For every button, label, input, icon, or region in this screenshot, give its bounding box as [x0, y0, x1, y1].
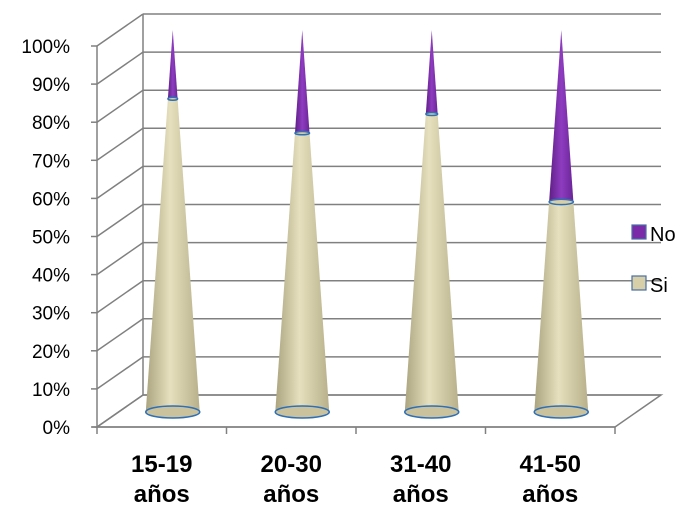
segment-boundary [167, 96, 179, 102]
y-tick-label: 30% [32, 304, 70, 325]
y-tick-label: 100% [21, 37, 70, 58]
y-tick-label: 0% [43, 418, 71, 439]
segment-boundary [548, 198, 575, 206]
x-tick-label: 20-30 [261, 451, 322, 478]
gridline-side [96, 13, 144, 47]
cone-segment-si [145, 98, 200, 412]
y-tick-label: 70% [32, 151, 70, 172]
legend: No Si [631, 224, 676, 297]
gridline-side [96, 127, 144, 161]
x-tick-label: 41-50 [520, 451, 581, 478]
gridline-side [96, 356, 144, 390]
gridline-side [96, 280, 144, 314]
y-tick-label: 50% [32, 228, 70, 249]
gridline-side [96, 241, 144, 276]
gridline-side [96, 394, 144, 428]
cone-base-si [274, 405, 330, 419]
cone-segment-no [549, 30, 574, 202]
x-tick-label: 31-40 [390, 451, 451, 478]
y-tick-label: 10% [32, 380, 70, 401]
x-tick-label: 15-19 [131, 451, 192, 478]
cone-series [145, 30, 589, 419]
segment-boundary [425, 111, 439, 117]
x-tick-label: años [134, 481, 190, 508]
cone-segment-no [294, 30, 310, 134]
legend-label-no: No [650, 224, 676, 246]
cone-segment-no [167, 30, 178, 99]
segment-boundary [294, 130, 311, 136]
cone-41-50-años [533, 30, 589, 419]
gridline-side [96, 51, 144, 85]
x-tick-label: años [393, 481, 449, 508]
legend-swatch-no [631, 224, 647, 240]
y-axis-tick-labels: 0% 10% 20% 30% 40% 50% 60% 70% 80% 90% 100% [21, 37, 97, 439]
cone-base-si [404, 405, 460, 419]
y-tick-label: 20% [32, 342, 70, 363]
cone-segment-no [425, 30, 438, 115]
gridline-side [96, 165, 144, 200]
cone-31-40-años [404, 30, 460, 419]
x-tick-label: años [522, 481, 578, 508]
y-tick-label: 90% [32, 75, 70, 96]
y-tick-label: 40% [32, 266, 70, 287]
cone-segment-si [534, 201, 589, 412]
gridline-side [96, 89, 144, 123]
cone-base-si [145, 405, 201, 419]
cone-15-19-años [145, 30, 201, 419]
legend-label-si: Si [650, 275, 668, 297]
y-tick-label: 60% [32, 189, 70, 210]
cone-segment-si [404, 114, 459, 412]
x-tick-label: años [263, 481, 319, 508]
gridline-side [96, 203, 144, 238]
cone-base-si [533, 405, 589, 419]
cone-20-30-años [274, 30, 330, 419]
gridline-side [96, 318, 144, 352]
y-tick-label: 80% [32, 113, 70, 134]
legend-swatch-si [631, 275, 647, 291]
x-axis-tick-labels: 15-19 años 20-30 años 31-40 años 41-50 años [96, 427, 616, 508]
cone-segment-si [275, 133, 330, 412]
